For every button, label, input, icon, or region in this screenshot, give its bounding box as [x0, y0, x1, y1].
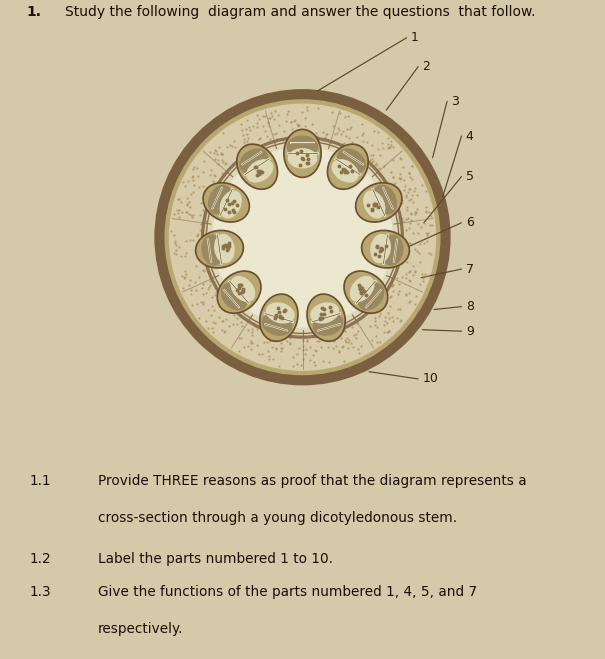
Text: 1.2: 1.2	[30, 552, 51, 566]
Text: 8: 8	[466, 300, 474, 313]
Text: 1.3: 1.3	[30, 585, 51, 599]
Ellipse shape	[202, 235, 224, 265]
Ellipse shape	[373, 185, 396, 214]
Ellipse shape	[371, 235, 390, 262]
Circle shape	[213, 148, 392, 327]
Ellipse shape	[247, 159, 273, 182]
Text: 2: 2	[422, 60, 430, 73]
Ellipse shape	[309, 296, 344, 340]
Text: Give the functions of the parts numbered 1, 4, 5, and 7: Give the functions of the parts numbered…	[98, 585, 477, 599]
Ellipse shape	[381, 235, 403, 265]
Ellipse shape	[363, 232, 408, 266]
Ellipse shape	[358, 283, 384, 310]
Ellipse shape	[221, 283, 247, 310]
Text: Label the parts numbered 1 to 10.: Label the parts numbered 1 to 10.	[98, 552, 333, 566]
Ellipse shape	[263, 313, 292, 335]
Ellipse shape	[357, 185, 401, 221]
Ellipse shape	[356, 183, 402, 222]
Text: 9: 9	[466, 325, 474, 337]
Circle shape	[165, 100, 440, 374]
Ellipse shape	[203, 183, 249, 222]
Ellipse shape	[327, 144, 368, 189]
Text: respectively.: respectively.	[98, 622, 183, 636]
Ellipse shape	[345, 273, 386, 312]
Ellipse shape	[219, 273, 260, 312]
Text: 5: 5	[466, 170, 474, 183]
Ellipse shape	[338, 149, 365, 173]
Ellipse shape	[215, 235, 234, 262]
Ellipse shape	[220, 191, 241, 218]
Ellipse shape	[240, 149, 267, 173]
Ellipse shape	[287, 136, 318, 158]
Ellipse shape	[284, 129, 321, 177]
Ellipse shape	[307, 294, 345, 341]
Ellipse shape	[313, 313, 342, 335]
Ellipse shape	[260, 294, 298, 341]
Ellipse shape	[332, 159, 358, 182]
Ellipse shape	[195, 230, 244, 268]
Text: 6: 6	[466, 216, 474, 229]
Ellipse shape	[289, 149, 316, 168]
Ellipse shape	[329, 146, 367, 188]
Circle shape	[169, 104, 436, 370]
Circle shape	[155, 90, 450, 385]
Ellipse shape	[311, 303, 339, 323]
Ellipse shape	[238, 146, 276, 188]
Text: 3: 3	[451, 95, 459, 108]
Ellipse shape	[231, 277, 255, 301]
Ellipse shape	[217, 271, 261, 314]
Ellipse shape	[364, 191, 385, 218]
Text: 7: 7	[466, 262, 474, 275]
Ellipse shape	[237, 144, 278, 189]
Ellipse shape	[350, 277, 374, 301]
Text: 1.: 1.	[27, 5, 42, 18]
Ellipse shape	[286, 131, 319, 176]
Ellipse shape	[204, 185, 248, 221]
Text: 1.1: 1.1	[30, 474, 51, 488]
Ellipse shape	[361, 230, 410, 268]
Text: 1: 1	[411, 31, 419, 44]
Ellipse shape	[209, 185, 232, 214]
Text: Provide THREE reasons as proof that the diagram represents a: Provide THREE reasons as proof that the …	[98, 474, 527, 488]
Ellipse shape	[344, 271, 388, 314]
Text: Study the following  diagram and answer the questions  that follow.: Study the following diagram and answer t…	[65, 5, 536, 18]
Ellipse shape	[261, 296, 296, 340]
Ellipse shape	[266, 303, 294, 323]
Text: 10: 10	[422, 372, 439, 386]
Text: cross-section through a young dicotyledonous stem.: cross-section through a young dicotyledo…	[98, 511, 457, 525]
Circle shape	[206, 141, 399, 333]
Text: 4: 4	[466, 130, 474, 142]
Ellipse shape	[197, 232, 242, 266]
